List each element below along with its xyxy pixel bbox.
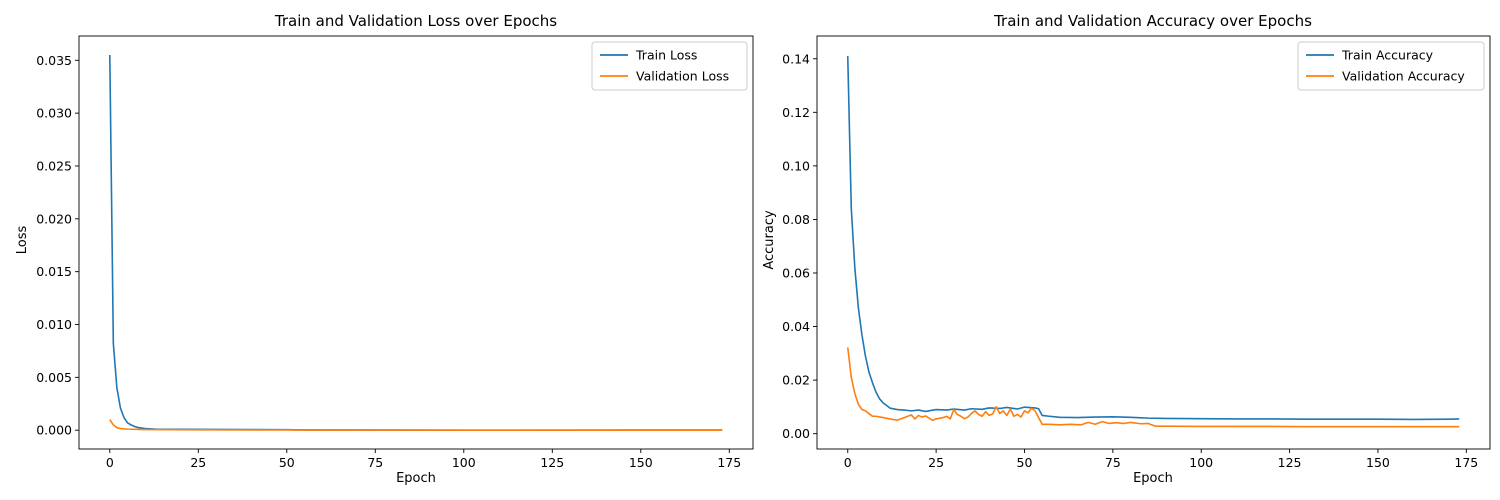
loss-legend-label: Train Loss	[635, 48, 697, 63]
loss-x-tick-label: 175	[717, 455, 741, 470]
loss-chart-ylabel: Loss	[15, 226, 30, 255]
loss-x-tick-label: 150	[629, 455, 653, 470]
accuracy-chart-xlabel: Epoch	[1133, 471, 1173, 486]
accuracy-legend-label: Train Accuracy	[1341, 48, 1434, 63]
accuracy-chart-plot-area: 0 25 50 75 100 125 150 175 0.00 0.02 0.04 0.06 0.08 0…	[782, 35, 1491, 470]
loss-chart-plot-area: 0 25 50 75 100 125 150 175 0.000 0.005 0.010 0.015 0…	[36, 35, 754, 470]
accuracy-y-tick-label: 0.02	[782, 373, 810, 388]
accuracy-x-tick-label: 100	[1189, 455, 1213, 470]
accuracy-legend-label: Validation Accuracy	[1342, 69, 1465, 84]
accuracy-chart-title: Train and Validation Accuracy over Epoch…	[993, 12, 1312, 30]
loss-y-tick-label: 0.000	[36, 423, 72, 438]
loss-y-tick-label: 0.015	[36, 264, 72, 279]
loss-legend: Train Loss Validation Loss	[591, 41, 748, 91]
loss-axes-frame	[78, 35, 754, 450]
accuracy-series-line-train	[846, 56, 1460, 421]
accuracy-x-tick-label: 25	[928, 455, 944, 470]
accuracy-x-tick-label: 125	[1278, 455, 1302, 470]
accuracy-x-tick-label: 175	[1454, 455, 1478, 470]
loss-x-tick-label: 25	[190, 455, 206, 470]
loss-legend-box	[591, 41, 748, 91]
accuracy-chart: Train and Validation Accuracy over Epoch…	[762, 12, 1491, 486]
loss-y-tick-label: 0.005	[36, 370, 72, 385]
accuracy-y-tick-label: 0.12	[782, 105, 810, 120]
loss-y-tick-label: 0.035	[36, 53, 72, 68]
loss-chart: Train and Validation Loss over Epochs Ep…	[15, 12, 754, 486]
loss-x-tick-label: 125	[540, 455, 564, 470]
loss-chart-title: Train and Validation Loss over Epochs	[274, 12, 557, 30]
loss-x-tick-label: 100	[452, 455, 476, 470]
loss-y-tick-label: 0.025	[36, 158, 72, 173]
accuracy-series-line-validation	[846, 347, 1460, 428]
loss-chart-xlabel: Epoch	[396, 471, 436, 486]
accuracy-x-tick-label: 0	[844, 455, 852, 470]
loss-y-tick-label: 0.010	[36, 317, 72, 332]
loss-y-tick-label: 0.030	[36, 106, 72, 121]
loss-x-tick-label: 50	[279, 455, 295, 470]
accuracy-y-tick-label: 0.08	[782, 212, 810, 227]
accuracy-y-tick-label: 0.04	[782, 319, 810, 334]
accuracy-y-tick-label: 0.06	[782, 265, 810, 280]
accuracy-y-tick-label: 0.00	[782, 426, 810, 441]
accuracy-axes-frame	[816, 35, 1491, 450]
loss-x-tick-label: 0	[106, 455, 114, 470]
accuracy-legend: Train Accuracy Validation Accuracy	[1297, 41, 1485, 91]
loss-legend-label: Validation Loss	[636, 69, 729, 84]
loss-series-line-validation	[109, 419, 723, 431]
loss-series-line-train	[109, 55, 723, 431]
accuracy-y-tick-label: 0.14	[782, 51, 810, 66]
loss-y-tick-label: 0.020	[36, 211, 72, 226]
accuracy-x-tick-label: 150	[1366, 455, 1390, 470]
accuracy-y-tick-label: 0.10	[782, 158, 810, 173]
accuracy-x-tick-label: 75	[1105, 455, 1121, 470]
accuracy-x-tick-label: 50	[1017, 455, 1033, 470]
loss-x-tick-label: 75	[367, 455, 383, 470]
accuracy-legend-box	[1297, 41, 1485, 91]
accuracy-chart-ylabel: Accuracy	[762, 210, 777, 270]
